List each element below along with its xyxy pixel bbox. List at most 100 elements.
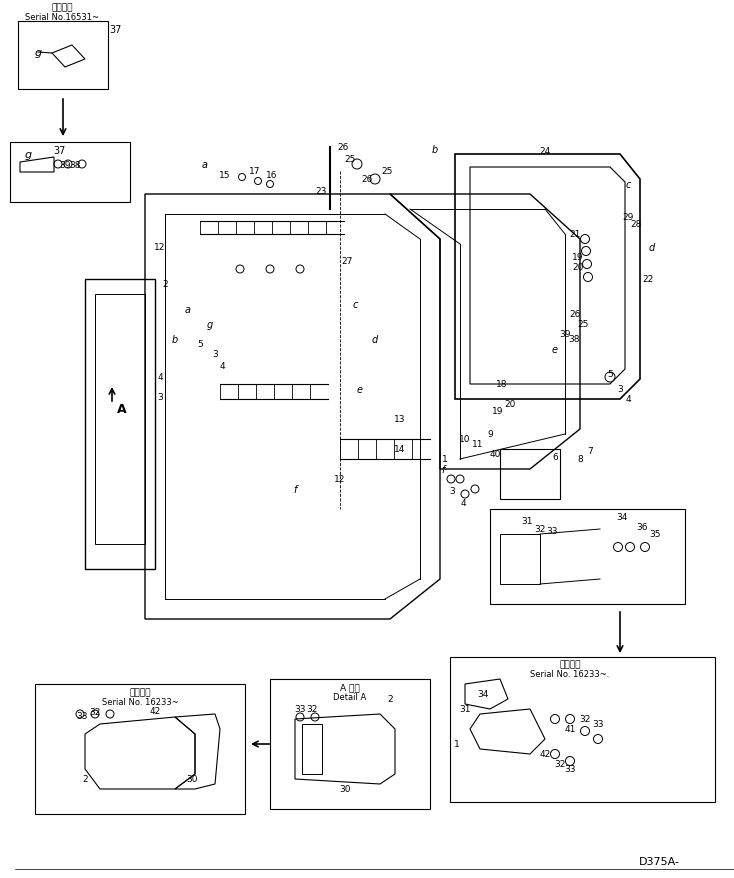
Text: Detail A: Detail A: [333, 693, 366, 702]
Text: 4: 4: [460, 499, 466, 507]
Text: 33: 33: [564, 765, 575, 774]
Text: 29: 29: [622, 213, 633, 222]
Text: 37: 37: [109, 25, 121, 35]
Text: 4: 4: [625, 395, 631, 404]
Text: 30: 30: [339, 785, 351, 794]
Text: 37: 37: [53, 146, 65, 155]
Text: D375A-: D375A-: [639, 856, 680, 866]
Text: A 详图: A 详图: [340, 683, 360, 692]
Text: 34: 34: [477, 690, 489, 699]
Text: 25: 25: [344, 155, 356, 164]
Text: 1: 1: [442, 455, 448, 464]
Bar: [500, 535, 540, 585]
Text: 10: 10: [459, 435, 470, 444]
Text: e: e: [357, 385, 363, 394]
Text: 6: 6: [552, 453, 558, 462]
Bar: [450, 658, 715, 802]
Text: 19: 19: [573, 253, 584, 263]
Text: 17: 17: [250, 168, 261, 176]
Text: 8: 8: [577, 455, 583, 464]
Text: 27: 27: [341, 257, 353, 266]
Text: 3: 3: [449, 487, 455, 496]
Bar: [95, 295, 145, 544]
Text: 41: 41: [564, 724, 575, 734]
Bar: [10, 143, 130, 203]
Text: 33: 33: [592, 720, 604, 729]
Text: 32: 32: [554, 759, 566, 768]
Text: 5: 5: [607, 371, 613, 379]
Text: b: b: [172, 335, 178, 344]
Text: 32: 32: [579, 715, 591, 723]
Text: 20: 20: [504, 400, 516, 409]
Text: 31: 31: [521, 517, 533, 526]
Text: 42: 42: [539, 750, 550, 759]
Bar: [35, 684, 245, 814]
Text: 12: 12: [334, 475, 346, 484]
Bar: [302, 724, 322, 774]
Text: 13: 13: [394, 415, 406, 424]
Text: 26: 26: [361, 176, 373, 184]
Text: 4: 4: [219, 362, 225, 371]
Text: 36: 36: [636, 523, 647, 532]
Text: 14: 14: [394, 445, 406, 454]
Text: 39: 39: [559, 330, 571, 339]
Text: d: d: [649, 242, 655, 253]
Text: 42: 42: [150, 707, 161, 716]
Text: g: g: [207, 320, 213, 329]
Text: 適用号码: 適用号码: [129, 687, 150, 697]
Text: 23: 23: [316, 187, 327, 197]
Text: 5: 5: [197, 340, 203, 349]
Text: 12: 12: [154, 243, 166, 252]
Text: b: b: [432, 145, 438, 155]
Text: 3: 3: [157, 393, 163, 402]
Text: 1: 1: [454, 739, 460, 749]
Text: 2: 2: [162, 280, 168, 289]
Text: Serial No. 16233~.: Serial No. 16233~.: [530, 670, 610, 679]
Text: 26: 26: [338, 143, 349, 152]
Text: 33: 33: [76, 712, 88, 721]
Text: A: A: [117, 403, 127, 416]
Text: 38: 38: [568, 335, 580, 344]
Text: 16: 16: [266, 171, 277, 180]
Text: f: f: [441, 464, 445, 474]
Text: a: a: [202, 160, 208, 169]
Text: 26: 26: [570, 310, 581, 319]
Text: 32: 32: [534, 525, 545, 534]
Text: 21: 21: [570, 230, 581, 239]
Text: 34: 34: [617, 513, 628, 522]
Text: 19: 19: [493, 407, 504, 416]
Text: 40: 40: [490, 450, 501, 459]
Text: 32: 32: [306, 705, 318, 714]
Bar: [270, 680, 430, 810]
Text: 31: 31: [459, 705, 470, 714]
Text: 15: 15: [219, 170, 230, 179]
Text: 35: 35: [650, 530, 661, 539]
Text: 25: 25: [381, 168, 393, 176]
Text: 適用号码: 適用号码: [51, 4, 73, 12]
Text: e: e: [552, 344, 558, 355]
Text: 适用号码: 适用号码: [559, 659, 581, 669]
Text: c: c: [625, 180, 631, 190]
Text: g: g: [24, 150, 32, 160]
Text: 2: 2: [82, 774, 88, 783]
Text: 28: 28: [631, 220, 642, 229]
Text: 18: 18: [496, 380, 508, 389]
Text: 2: 2: [388, 694, 393, 703]
Text: 22: 22: [642, 275, 653, 284]
Text: f: f: [294, 485, 297, 494]
Text: 3: 3: [617, 385, 623, 394]
Text: 24: 24: [539, 148, 550, 156]
Text: 33: 33: [546, 527, 558, 536]
Text: 4: 4: [157, 373, 163, 382]
Text: Serial No.16531~: Serial No.16531~: [25, 12, 99, 21]
Text: 20: 20: [573, 263, 584, 272]
Text: d: d: [372, 335, 378, 344]
Text: 7: 7: [587, 447, 593, 456]
Text: 9: 9: [487, 430, 493, 439]
Text: 25: 25: [578, 320, 589, 329]
Text: 30: 30: [186, 774, 197, 783]
Bar: [490, 509, 685, 604]
Bar: [18, 22, 108, 90]
Text: g: g: [34, 48, 42, 58]
Text: 3: 3: [212, 350, 218, 359]
